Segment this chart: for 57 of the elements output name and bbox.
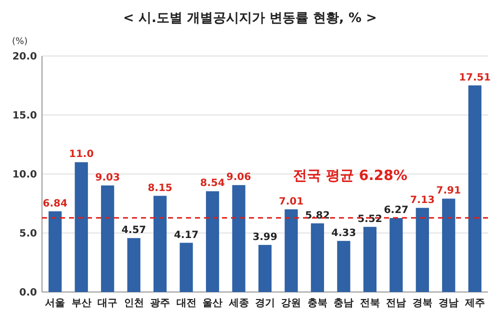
data-label: 4.17 [174, 230, 199, 241]
y-tick-label: 0.0 [19, 288, 38, 298]
x-tick-label: 인천 [124, 298, 144, 309]
data-label: 3.99 [252, 232, 278, 243]
x-tick-label: 울산 [202, 298, 223, 309]
x-tick-label: 제주 [464, 298, 485, 309]
bar [337, 240, 350, 292]
x-tick-label: 대구 [98, 298, 118, 309]
y-tick-label: 15.0 [12, 110, 38, 122]
data-label: 8.54 [200, 178, 225, 190]
bar [48, 211, 62, 292]
bar [101, 185, 114, 292]
data-label: 7.13 [410, 194, 435, 206]
x-tick-label: 경남 [438, 298, 459, 309]
bar [284, 209, 298, 292]
data-label: 11.0 [69, 149, 94, 160]
bar [258, 244, 272, 292]
x-tick-label: 부산 [71, 298, 92, 309]
x-tick-label: 광주 [150, 298, 170, 309]
bar [154, 196, 167, 292]
data-label: 9.03 [95, 172, 120, 184]
data-label: 4.33 [331, 228, 356, 239]
bar [442, 198, 456, 292]
bar [416, 208, 429, 292]
x-tick-label: 전북 [360, 298, 380, 309]
x-tick-label: 세종 [228, 298, 249, 309]
y-tick-label: 5.0 [19, 228, 38, 240]
x-tick-label: 경기 [255, 298, 275, 309]
x-tick-label: 충남 [334, 298, 354, 309]
data-label: 7.01 [278, 196, 304, 208]
ref-line-label: 전국 평균 6.28% [293, 168, 408, 184]
bar [468, 85, 482, 292]
y-tick-label: 20.0 [12, 52, 38, 62]
bar [232, 185, 246, 292]
bar [206, 191, 220, 292]
chart-title: < 시.도별 개별공시지가 변동률 현황, % > [123, 11, 377, 26]
bar [310, 223, 324, 292]
x-tick-label: 충북 [307, 298, 328, 309]
x-tick-label: 전남 [386, 298, 406, 309]
data-label: 7.91 [436, 186, 462, 197]
data-label: 9.06 [226, 172, 252, 184]
y-tick-label: 10.0 [12, 170, 38, 180]
bar [180, 242, 193, 292]
bar [127, 238, 140, 292]
x-tick-label: 강원 [281, 298, 302, 309]
y-axis-title: (%) [12, 37, 28, 47]
data-label: 17.51 [459, 72, 491, 84]
bar [74, 162, 88, 292]
x-tick-label: 대전 [176, 298, 196, 309]
data-label: 8.15 [148, 182, 172, 194]
data-label: 4.57 [121, 225, 146, 236]
x-tick-label: 경북 [412, 298, 432, 309]
x-tick-label: 서울 [45, 298, 66, 309]
data-label: 6.84 [42, 198, 68, 210]
bar [390, 218, 403, 292]
bar [363, 226, 376, 292]
data-label: 6.27 [384, 205, 409, 216]
